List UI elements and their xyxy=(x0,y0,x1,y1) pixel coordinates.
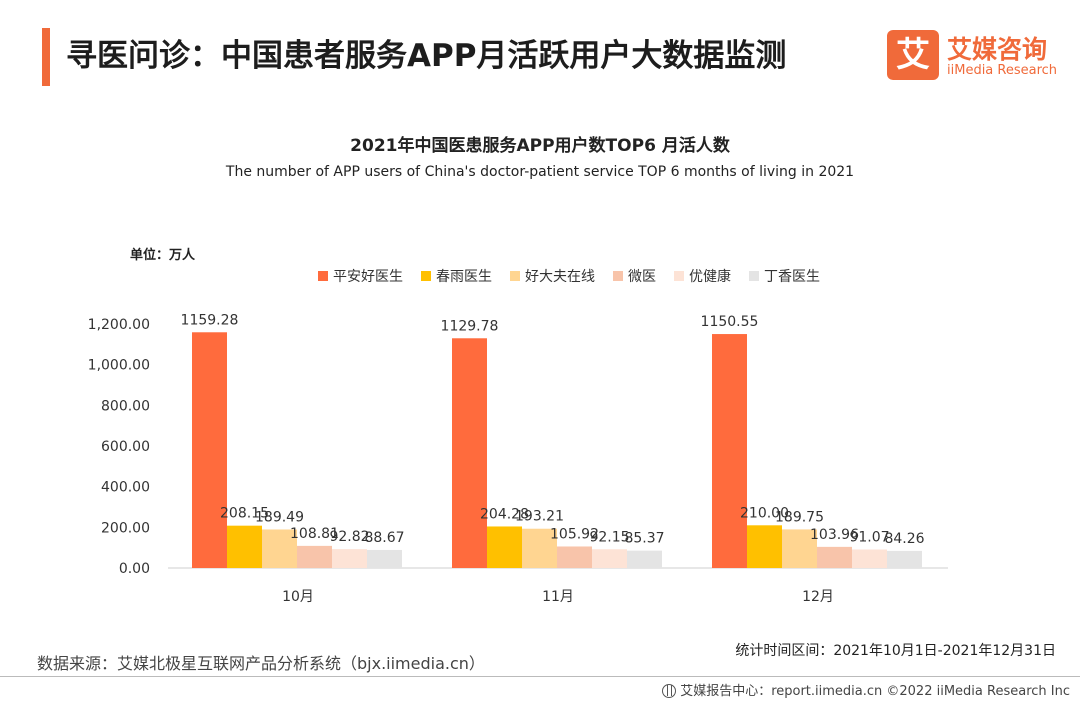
legend-item: 春雨医生 xyxy=(421,269,492,285)
y-tick-label: 800.00 xyxy=(101,398,150,414)
bar xyxy=(557,546,592,568)
legend-label: 优健康 xyxy=(689,268,731,285)
legend-label: 微医 xyxy=(628,269,656,285)
chart-subtitle: The number of APP users of China's docto… xyxy=(225,164,855,180)
bar xyxy=(712,334,747,568)
bar-value-label: 1150.55 xyxy=(701,314,759,330)
bar xyxy=(227,525,262,568)
legend-swatch xyxy=(613,271,623,281)
bar xyxy=(747,525,782,568)
bar-value-label: 84.26 xyxy=(884,531,924,547)
x-tick-label: 10月 xyxy=(282,589,314,605)
y-tick-label: 1,200.00 xyxy=(88,317,150,333)
brand-name-en: iiMedia Research xyxy=(947,63,1058,78)
legend-label: 春雨医生 xyxy=(436,269,492,285)
brand-logo: 艾 艾媒咨询 iiMedia Research xyxy=(887,30,1067,82)
page-title: 寻医问诊：中国患者服务APP月活跃用户大数据监测 xyxy=(66,38,787,74)
footer-divider xyxy=(0,676,1080,677)
y-tick-label: 200.00 xyxy=(101,520,150,536)
bar-chart: 平安好医生 春雨医生 好大夫在线 微医 优健康 丁香医生 0.00 200.00 400.00 6… xyxy=(88,268,948,605)
legend-swatch xyxy=(749,271,759,281)
bar-value-label: 193.21 xyxy=(515,509,564,525)
bar-value-label: 92.82 xyxy=(329,529,369,545)
legend-swatch xyxy=(421,271,431,281)
bar xyxy=(887,550,922,568)
legend-label: 丁香医生 xyxy=(764,269,820,285)
bar xyxy=(262,529,297,568)
bar-value-label: 105.92 xyxy=(550,526,599,542)
legend-swatch xyxy=(510,271,520,281)
title-accent-bar xyxy=(42,28,50,86)
y-tick-label: 600.00 xyxy=(101,439,150,455)
bar xyxy=(627,550,662,568)
x-tick-label: 11月 xyxy=(542,589,574,605)
bar-value-label: 88.67 xyxy=(364,530,404,546)
legend-item: 丁香医生 xyxy=(749,269,820,285)
bar xyxy=(367,549,402,568)
chart-title: 2021年中国医患服务APP用户数TOP6 月活人数 xyxy=(350,136,730,156)
bar-value-label: 103.96 xyxy=(810,527,859,543)
bar xyxy=(852,549,887,568)
bar-value-label: 108.81 xyxy=(290,526,339,542)
legend-item: 微医 xyxy=(613,269,656,285)
bar-value-label: 92.15 xyxy=(589,529,629,545)
brand-mark-icon: 艾 xyxy=(887,30,939,80)
legend-item: 平安好医生 xyxy=(318,269,403,285)
report-center-icon xyxy=(662,684,677,698)
y-tick-label: 400.00 xyxy=(101,480,150,496)
data-source-note: 数据来源：艾媒北极星互联网产品分析系统（bjx.iimedia.cn） xyxy=(37,654,485,673)
bar xyxy=(817,546,852,568)
legend-item: 优健康 xyxy=(674,268,731,285)
y-tick-label: 0.00 xyxy=(119,561,150,577)
legend-label: 好大夫在线 xyxy=(525,269,595,285)
bar xyxy=(192,332,227,568)
bar-value-label: 85.37 xyxy=(624,531,664,547)
period-note: 统计时间区间：2021年10月1日-2021年12月31日 xyxy=(735,643,1056,659)
bar-value-label: 1159.28 xyxy=(181,312,239,328)
x-tick-label: 12月 xyxy=(802,589,834,605)
brand-name-cn: 艾媒咨询 xyxy=(947,35,1048,64)
legend-item: 好大夫在线 xyxy=(510,269,595,285)
bar xyxy=(522,528,557,568)
y-tick-label: 1,000.00 xyxy=(88,358,150,374)
legend-label: 平安好医生 xyxy=(333,269,403,285)
legend-swatch xyxy=(318,271,328,281)
bar-value-label: 1129.78 xyxy=(441,318,499,334)
bar xyxy=(782,529,817,568)
bar-value-label: 204.28 xyxy=(480,506,529,522)
bar xyxy=(487,526,522,568)
bar-value-label: 189.75 xyxy=(775,509,824,525)
footer-credit-text: 艾媒报告中心：report.iimedia.cn ©2022 iiMedia R… xyxy=(680,684,1070,699)
bar-value-label: 208.15 xyxy=(220,506,269,522)
bar xyxy=(452,338,487,568)
bar xyxy=(332,549,367,568)
bar-value-label: 91.07 xyxy=(849,529,889,545)
bar xyxy=(297,545,332,568)
unit-label: 单位：万人 xyxy=(130,248,196,263)
legend-swatch xyxy=(674,271,684,281)
bar-value-label: 210.00 xyxy=(740,505,789,521)
footer-credit: 艾媒报告中心：report.iimedia.cn ©2022 iiMedia R… xyxy=(662,680,1070,699)
bar xyxy=(592,549,627,568)
bar-value-label: 189.49 xyxy=(255,509,304,525)
